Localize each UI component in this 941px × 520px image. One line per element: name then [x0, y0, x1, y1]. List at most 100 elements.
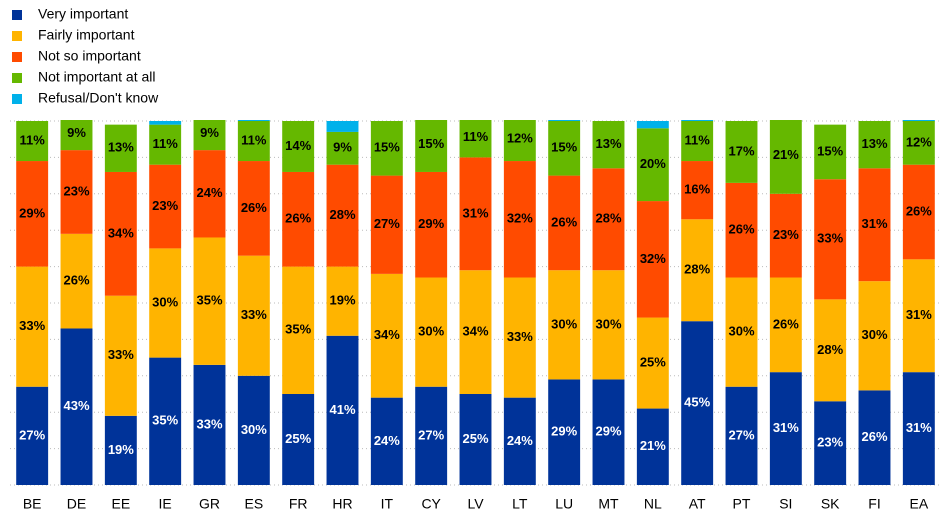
- bar-segment: [681, 120, 714, 121]
- bars: [16, 120, 935, 485]
- value-label: 30%: [728, 324, 754, 339]
- bar-segment: [769, 372, 802, 485]
- bar-segment: [548, 379, 581, 485]
- bar-segment: [415, 171, 448, 278]
- bar-segment: [104, 124, 137, 172]
- value-label: 23%: [817, 435, 843, 450]
- x-tick-label: HR: [332, 496, 352, 512]
- x-tick-label: GR: [199, 496, 220, 512]
- value-label: 41%: [329, 402, 355, 417]
- bar-segment: [636, 408, 669, 485]
- x-tick-label: IE: [159, 496, 172, 512]
- bar-segment: [636, 121, 669, 129]
- bar-segment: [415, 386, 448, 485]
- bar-segment: [769, 120, 802, 194]
- x-tick-label: DE: [67, 496, 86, 512]
- bar-segment: [814, 179, 847, 300]
- value-label: 17%: [728, 143, 754, 158]
- bar-segment: [592, 121, 625, 169]
- x-tick-label: MT: [598, 496, 619, 512]
- value-label: 32%: [640, 251, 666, 266]
- value-label: 26%: [241, 200, 267, 215]
- x-tick-label: EA: [909, 496, 928, 512]
- value-label: 31%: [861, 216, 887, 231]
- value-label: 20%: [640, 156, 666, 171]
- value-label: 31%: [906, 307, 932, 322]
- bar-segment: [326, 121, 359, 132]
- value-label: 14%: [285, 138, 311, 153]
- bar-segment: [548, 175, 581, 271]
- value-label: 19%: [108, 442, 134, 457]
- bar-segment: [16, 121, 49, 162]
- value-label: 11%: [463, 129, 489, 144]
- bar-segment: [149, 121, 182, 125]
- bar-segment: [459, 120, 492, 158]
- value-label: 33%: [108, 347, 134, 362]
- x-tick-label: PT: [733, 496, 751, 512]
- bar-segment: [326, 266, 359, 336]
- bar-segment: [237, 161, 270, 256]
- bar-segment: [237, 255, 270, 376]
- bar-segment: [415, 277, 448, 387]
- bar-segment: [282, 266, 315, 394]
- x-tick-label: LU: [555, 496, 573, 512]
- legend-swatch: [12, 31, 22, 41]
- value-label: 28%: [329, 207, 355, 222]
- bar-segment: [282, 121, 315, 172]
- value-label: 19%: [329, 293, 355, 308]
- bar-segment: [104, 415, 137, 485]
- value-label: 28%: [817, 342, 843, 357]
- bar-segment: [858, 168, 891, 282]
- value-label: 30%: [861, 327, 887, 342]
- x-tick-label: ES: [244, 496, 263, 512]
- x-tick-label: AT: [689, 496, 706, 512]
- value-label: 32%: [507, 211, 533, 226]
- value-label: 30%: [418, 324, 444, 339]
- value-label: 9%: [333, 140, 352, 155]
- bar-segment: [415, 120, 448, 172]
- value-label: 26%: [728, 222, 754, 237]
- value-label: 13%: [861, 136, 887, 151]
- bar-segment: [902, 164, 935, 260]
- x-tick-label: NL: [644, 496, 662, 512]
- bar-segment: [459, 270, 492, 394]
- value-label: 21%: [773, 147, 799, 162]
- bar-segment: [149, 124, 182, 165]
- bar-segment: [681, 219, 714, 322]
- x-tick-label: FR: [289, 496, 308, 512]
- bar-segment: [503, 397, 536, 485]
- value-label: 13%: [595, 136, 621, 151]
- value-label: 26%: [773, 316, 799, 331]
- value-label: 29%: [595, 424, 621, 439]
- value-label: 31%: [773, 420, 799, 435]
- value-label: 35%: [152, 413, 178, 428]
- bar-segment: [725, 277, 758, 387]
- bar-segment: [326, 164, 359, 267]
- bar-segment: [548, 270, 581, 380]
- value-label: 26%: [285, 211, 311, 226]
- bar-segment: [237, 121, 270, 162]
- bar-segment: [193, 237, 226, 365]
- legend-swatch: [12, 10, 22, 20]
- value-label: 45%: [684, 395, 710, 410]
- value-label: 27%: [418, 427, 444, 442]
- value-label: 15%: [418, 136, 444, 151]
- value-label: 9%: [200, 125, 219, 140]
- bar-segment: [548, 121, 581, 176]
- bar-segment: [104, 295, 137, 416]
- value-label: 27%: [19, 427, 45, 442]
- value-label: 15%: [817, 143, 843, 158]
- value-label: 9%: [67, 125, 86, 140]
- value-label: 12%: [507, 131, 533, 146]
- bar-segment: [282, 394, 315, 485]
- legend-label: Not important at all: [38, 69, 156, 85]
- value-label: 30%: [595, 316, 621, 331]
- value-label: 16%: [684, 182, 710, 197]
- bar-segment: [902, 372, 935, 485]
- value-label: 13%: [108, 140, 134, 155]
- legend-label: Not so important: [38, 48, 141, 64]
- value-label: 23%: [152, 198, 178, 213]
- bar-segment: [60, 120, 93, 151]
- value-label: 11%: [153, 136, 179, 151]
